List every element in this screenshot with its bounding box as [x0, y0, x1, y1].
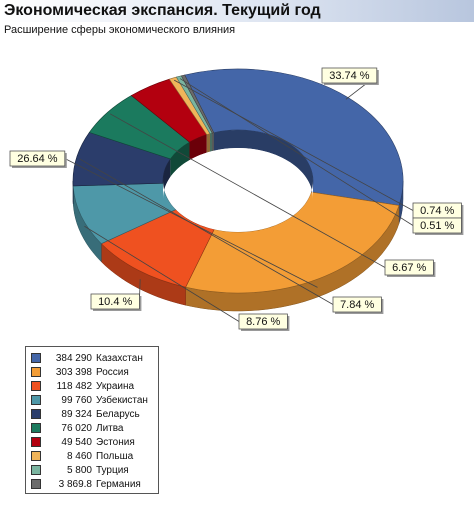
- legend-value: 3 869.8: [58, 478, 92, 490]
- callout-line-литва: [109, 113, 386, 268]
- legend-value: 76 020: [61, 422, 92, 434]
- legend-label: Польша: [96, 450, 134, 462]
- legend-swatch: [31, 367, 41, 377]
- data-label-украина: 10.4 %: [98, 296, 132, 308]
- slice-inner-казахстан: [213, 130, 313, 199]
- callout-line-польша: [173, 79, 414, 211]
- legend-item-эстония: 49 540 Эстония: [31, 435, 135, 449]
- callout-line-узбекистан: [84, 225, 240, 322]
- legend-swatch: [31, 437, 41, 447]
- legend-label: Эстония: [96, 436, 135, 448]
- legend-label: Литва: [96, 422, 124, 434]
- title-bar: [0, 0, 474, 22]
- legend-item-турция: 5 800 Турция: [31, 463, 129, 477]
- legend-label: Казахстан: [96, 352, 143, 364]
- legend-swatch: [31, 409, 41, 419]
- slice-inner-беларусь: [163, 158, 171, 199]
- chart-legend: 384 290 Казахстан 303 398 Россия 118 482 Укра…: [25, 346, 159, 494]
- legend-label: Украина: [96, 380, 135, 392]
- data-label-узбекистан: 8.76 %: [246, 316, 280, 328]
- legend-value: 5 800: [66, 464, 92, 476]
- legend-label: Россия: [96, 366, 129, 378]
- legend-value: 99 760: [61, 394, 92, 406]
- legend-label: Узбекистан: [96, 394, 148, 406]
- legend-label: Турция: [96, 464, 129, 476]
- slice-inner-турция: [210, 133, 213, 152]
- data-label-казахстан: 33.74 %: [329, 70, 370, 82]
- callout-box-узбекистан: [238, 313, 288, 330]
- legend-item-беларусь: 89 324 Беларусь: [31, 407, 140, 421]
- legend-swatch: [31, 353, 41, 363]
- legend-item-польша: 8 460 Польша: [31, 449, 133, 463]
- legend-swatch: [31, 479, 41, 489]
- legend-item-казахстан: 384 290 Казахстан: [31, 351, 143, 365]
- chart-subtitle: Расширение сферы экономического влияния: [4, 24, 236, 36]
- legend-swatch: [31, 465, 41, 475]
- data-label-литва: 6.67 %: [392, 262, 426, 274]
- callout-line-турция: [179, 78, 414, 226]
- legend-label: Германия: [96, 478, 141, 490]
- slice-inner-германия: [212, 132, 214, 152]
- legend-item-украина: 118 482 Украина: [31, 379, 134, 393]
- legend-item-литва: 76 020 Литва: [31, 421, 124, 435]
- legend-value: 8 460: [66, 450, 92, 462]
- data-label-беларусь: 7.84 %: [340, 299, 374, 311]
- callout-box-турция: [412, 217, 462, 234]
- data-label-турция: 0.51 %: [420, 220, 454, 232]
- legend-item-россия: 303 398 Россия: [31, 365, 129, 379]
- slice-inner-польша: [206, 133, 210, 153]
- legend-value: 49 540: [61, 436, 92, 448]
- slice-inner-литва: [170, 142, 190, 177]
- legend-item-узбекистан: 99 760 Узбекистан: [31, 393, 148, 407]
- legend-swatch: [31, 451, 41, 461]
- callout-line-беларусь: [79, 158, 334, 305]
- callout-box-казахстан: [321, 67, 378, 84]
- legend-value: 118 482: [56, 380, 92, 392]
- callout-box-украина: [90, 293, 140, 310]
- legend-swatch: [31, 423, 41, 433]
- data-label-россия: 26.64 %: [17, 153, 58, 165]
- slice-inner-эстония: [189, 134, 207, 161]
- chart-title: Экономическая экспансия. Текущий год: [4, 2, 321, 19]
- slice-германия: [180, 74, 215, 134]
- legend-label: Беларусь: [96, 408, 140, 420]
- callout-box-россия: [9, 150, 66, 167]
- legend-value: 303 398: [55, 366, 92, 378]
- callout-box-беларусь: [332, 296, 382, 313]
- legend-value: 384 290: [55, 352, 92, 364]
- callout-box-литва: [384, 259, 434, 276]
- legend-swatch: [31, 395, 41, 405]
- donut-hole: [163, 148, 313, 232]
- legend-value: 89 324: [61, 408, 92, 420]
- legend-item-германия: 3 869.8 Германия: [31, 477, 141, 491]
- legend-swatch: [31, 381, 41, 391]
- data-label-польша: 0.74 %: [420, 205, 454, 217]
